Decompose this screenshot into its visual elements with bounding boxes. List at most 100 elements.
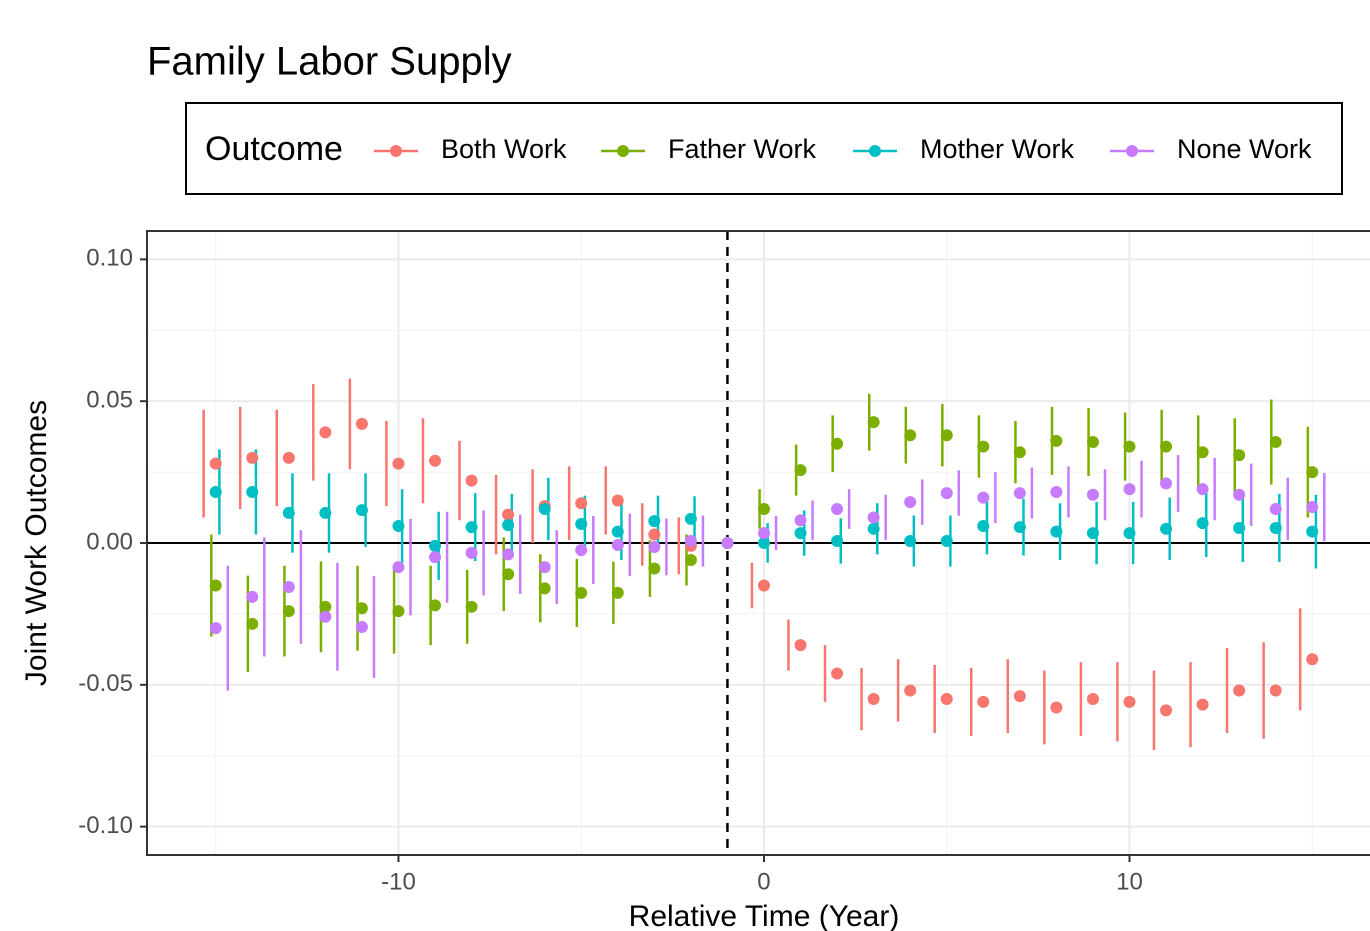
- point: [319, 506, 332, 519]
- point: [757, 527, 770, 540]
- point: [1013, 690, 1026, 703]
- point: [1306, 466, 1319, 479]
- point: [794, 514, 807, 527]
- point: [867, 522, 880, 535]
- legend-label: Father Work: [668, 134, 817, 164]
- x-tick-label: 0: [757, 868, 770, 895]
- point: [1196, 698, 1209, 711]
- point: [1013, 521, 1026, 534]
- point: [611, 525, 624, 538]
- point: [246, 451, 259, 464]
- point: [1050, 434, 1063, 447]
- point: [355, 417, 368, 430]
- y-tick-label: 0.00: [86, 528, 133, 555]
- point: [319, 600, 332, 613]
- point: [575, 586, 588, 599]
- point: [757, 579, 770, 592]
- legend-label: None Work: [1177, 134, 1312, 164]
- point: [1160, 704, 1173, 717]
- point: [977, 491, 990, 504]
- point: [1050, 701, 1063, 714]
- point: [721, 537, 734, 549]
- point: [1269, 684, 1282, 697]
- point: [684, 512, 697, 525]
- point: [319, 610, 332, 623]
- point: [502, 548, 515, 561]
- point: [465, 546, 478, 559]
- y-axis-title: Joint Work Outcomes: [20, 400, 53, 686]
- point: [1013, 446, 1026, 459]
- panel-border: [146, 230, 1370, 856]
- point: [1050, 485, 1063, 498]
- point: [1086, 693, 1099, 705]
- point: [648, 528, 661, 541]
- point: [1160, 522, 1173, 535]
- point: [355, 620, 368, 633]
- point: [1123, 483, 1136, 496]
- point: [392, 561, 405, 574]
- point: [1196, 517, 1209, 530]
- point: [940, 429, 953, 442]
- legend-key-point: [390, 145, 402, 157]
- legend-label: Both Work: [441, 134, 567, 164]
- point: [502, 568, 515, 581]
- point: [1196, 446, 1209, 459]
- point: [429, 599, 442, 612]
- point: [648, 562, 661, 575]
- point: [1196, 483, 1209, 496]
- y-tick-label: -0.05: [78, 670, 133, 697]
- point: [648, 540, 661, 553]
- point: [246, 590, 259, 603]
- point: [429, 539, 442, 552]
- y-tick-label: 0.10: [86, 245, 133, 272]
- point: [282, 451, 295, 464]
- point: [465, 474, 478, 487]
- point: [282, 580, 295, 593]
- point: [904, 684, 917, 697]
- point: [1269, 521, 1282, 534]
- point: [794, 527, 807, 540]
- legend-key-point: [617, 145, 629, 157]
- point: [355, 602, 368, 615]
- point: [684, 535, 697, 548]
- point: [757, 502, 770, 515]
- point: [209, 622, 222, 635]
- legend-key-point: [1126, 145, 1138, 157]
- point: [1013, 487, 1026, 500]
- y-tick-label: -0.10: [78, 812, 133, 839]
- y-tick-label: 0.05: [86, 387, 133, 414]
- legend-label: Mother Work: [920, 134, 1075, 164]
- point: [1160, 477, 1173, 490]
- point: [831, 667, 844, 680]
- point: [538, 502, 551, 515]
- point: [575, 517, 588, 530]
- point: [1269, 436, 1282, 449]
- point: [246, 617, 259, 630]
- point: [684, 554, 697, 567]
- point: [1050, 525, 1063, 538]
- point: [1086, 488, 1099, 501]
- point: [282, 605, 295, 618]
- point: [831, 535, 844, 548]
- point: [1269, 502, 1282, 515]
- point: [977, 519, 990, 532]
- point: [209, 579, 222, 592]
- chart-title: Family Labor Supply: [147, 40, 512, 84]
- point: [904, 429, 917, 442]
- point: [465, 521, 478, 534]
- point: [1160, 440, 1173, 453]
- point: [1086, 527, 1099, 540]
- point: [575, 544, 588, 557]
- x-tick-label: 10: [1116, 868, 1143, 895]
- point: [575, 497, 588, 510]
- point: [1233, 488, 1246, 501]
- point: [209, 485, 222, 498]
- point: [429, 551, 442, 564]
- point: [465, 600, 478, 613]
- point: [867, 511, 880, 524]
- point: [1086, 436, 1099, 449]
- point: [904, 496, 917, 509]
- point: [831, 502, 844, 515]
- point: [648, 515, 661, 528]
